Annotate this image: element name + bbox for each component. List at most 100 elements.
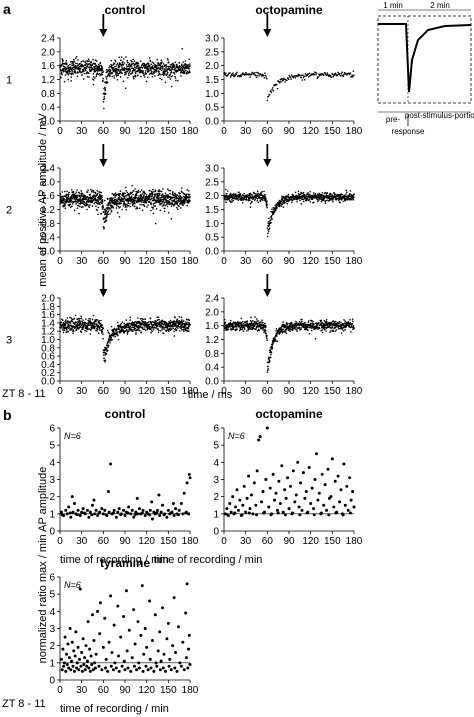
- data-point: [176, 318, 179, 321]
- data-point: [64, 70, 67, 72]
- data-point: [332, 199, 334, 201]
- data-point: [109, 69, 112, 71]
- data-point: [297, 193, 300, 195]
- data-point: [344, 320, 347, 322]
- data-point: [132, 62, 135, 65]
- data-point: [324, 191, 327, 194]
- data-point: [82, 203, 85, 205]
- data-point: [73, 60, 76, 63]
- data-point: [129, 319, 132, 321]
- data-point: [232, 199, 235, 202]
- x-tick-label: 0: [221, 256, 227, 267]
- data-point: [128, 67, 131, 69]
- x-tick-label: 90: [119, 126, 131, 137]
- data-point: [186, 204, 188, 207]
- data-point: [71, 202, 74, 205]
- data-point: [291, 201, 293, 204]
- data-point: [87, 66, 89, 69]
- y-tick-label: 0.0: [41, 377, 55, 388]
- data-point: [242, 199, 244, 201]
- x-tick-label: 90: [283, 386, 295, 397]
- data-point: [139, 191, 141, 193]
- data-point: [83, 72, 86, 75]
- stimulus-schematic: 1 min 2 min pre- response post-stimulus-…: [377, 1, 474, 136]
- data-point: [240, 199, 243, 202]
- data-point: [65, 60, 68, 62]
- data-point: [309, 322, 312, 325]
- data-point: [257, 192, 259, 195]
- data-point: [60, 76, 62, 79]
- data-point: [108, 336, 111, 339]
- data-point: [71, 329, 73, 331]
- data-point: [286, 203, 289, 205]
- x-tick-label: 150: [324, 386, 341, 397]
- data-point: [152, 188, 154, 191]
- data-point: [150, 331, 152, 334]
- data-point: [243, 327, 246, 329]
- data-point: [64, 320, 66, 323]
- data-point: [249, 199, 251, 202]
- data-point: [82, 69, 85, 72]
- data-point: [164, 197, 167, 200]
- data-point: [98, 72, 101, 75]
- data-point: [344, 328, 346, 331]
- data-point: [71, 62, 73, 65]
- data-point: [163, 207, 166, 210]
- data-point: [279, 81, 281, 84]
- data-point: [128, 194, 130, 197]
- data-point: [299, 327, 301, 329]
- data-point: [104, 89, 107, 92]
- data-point: [61, 57, 63, 60]
- data-point: [224, 188, 227, 191]
- data-point: [102, 101, 105, 103]
- data-point: [105, 210, 108, 212]
- data-point: [65, 331, 68, 333]
- data-point: [102, 77, 105, 80]
- data-point: [75, 321, 77, 323]
- data-point: [102, 337, 104, 340]
- data-point: [140, 201, 143, 203]
- data-point: [112, 63, 115, 66]
- y-tick-label: 1.5: [205, 205, 219, 216]
- data-point: [179, 330, 181, 332]
- data-point: [295, 320, 297, 323]
- data-point: [152, 208, 154, 210]
- data-point: [66, 317, 69, 319]
- data-point: [326, 322, 328, 324]
- data-point: [318, 73, 320, 75]
- data-point: [117, 74, 119, 76]
- data-point: [73, 209, 76, 212]
- data-point: [60, 197, 62, 200]
- data-point: [78, 317, 81, 320]
- row-label: 3: [6, 335, 12, 347]
- data-point: [271, 88, 273, 91]
- data-point: [69, 68, 72, 70]
- data-point: [80, 190, 82, 192]
- data-point: [340, 321, 342, 323]
- data-point: [185, 64, 188, 66]
- data-point: [148, 196, 151, 198]
- data-point: [167, 327, 169, 329]
- data-point: [100, 191, 103, 194]
- y-tick-label: 1.5: [205, 75, 219, 86]
- data-point: [251, 319, 254, 322]
- data-point: [287, 78, 290, 81]
- data-point: [335, 328, 338, 331]
- data-point: [272, 207, 275, 209]
- data-point: [163, 210, 166, 213]
- data-point: [76, 63, 79, 65]
- data-point: [94, 192, 97, 195]
- data-point: [181, 187, 183, 189]
- data-point: [66, 197, 69, 199]
- data-point: [163, 74, 165, 77]
- data-point: [118, 66, 120, 69]
- data-point: [231, 198, 233, 201]
- data-point: [135, 70, 138, 73]
- data-point: [258, 196, 261, 198]
- data-point: [142, 199, 144, 202]
- data-point: [133, 77, 135, 80]
- data-point: [178, 198, 181, 200]
- data-point: [261, 197, 263, 200]
- data-point: [329, 331, 331, 334]
- data-point: [271, 86, 274, 89]
